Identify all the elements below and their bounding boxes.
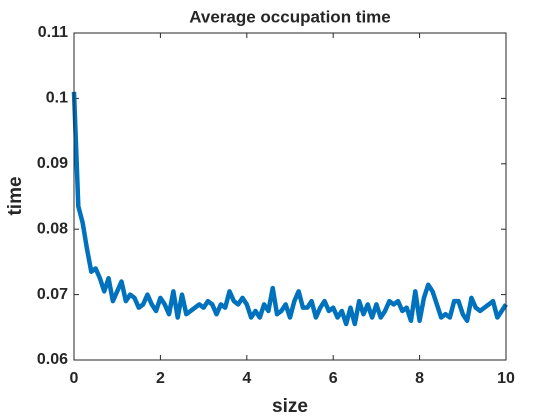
y-axis-label: time <box>5 176 26 215</box>
data-line <box>71 91 508 327</box>
y-tick-label: 0.07 <box>37 286 68 303</box>
x-tick-label: 0 <box>70 370 79 387</box>
x-axis-label: size <box>272 396 308 417</box>
chart-title: Average occupation time <box>189 7 391 26</box>
y-tick-label: 0.06 <box>37 351 68 368</box>
y-tick-label: 0.1 <box>46 90 68 107</box>
x-tick-label: 2 <box>156 370 165 387</box>
plot-area <box>74 33 506 360</box>
y-tick-label: 0.09 <box>37 155 68 172</box>
y-tick-label: 0.11 <box>38 24 68 41</box>
x-tick-label: 10 <box>497 370 515 387</box>
x-tick-label: 4 <box>242 370 251 387</box>
x-tick-label: 6 <box>329 370 338 387</box>
x-tick-label: 8 <box>415 370 424 387</box>
axes-box <box>73 32 507 361</box>
y-tick-label: 0.08 <box>37 220 68 237</box>
